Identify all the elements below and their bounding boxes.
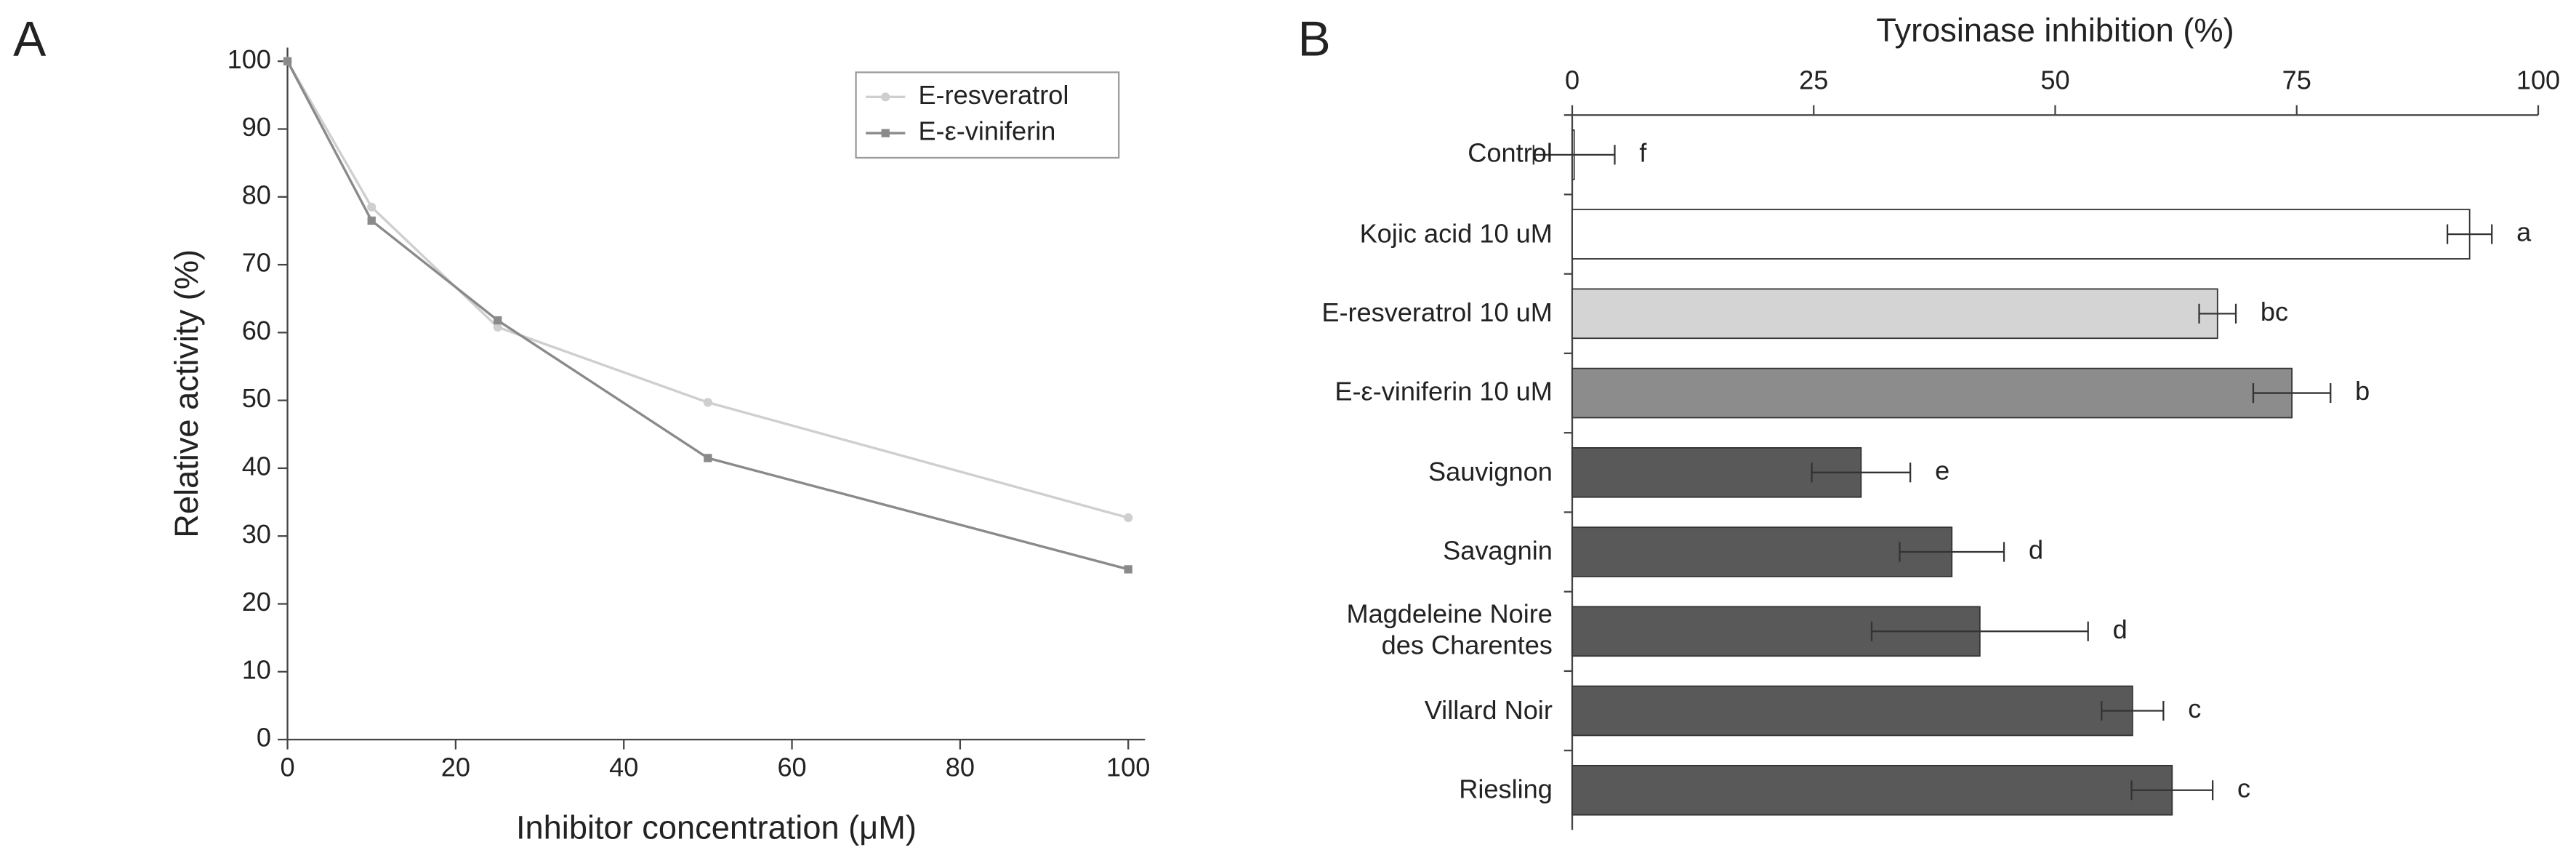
y-tick-label: 20 [242, 587, 271, 617]
y-tick-label: Villard Noir [1424, 697, 1553, 725]
panel-label: A [13, 12, 47, 67]
bar [1571, 209, 2471, 260]
marker [367, 216, 376, 225]
y-tick-label: 80 [242, 180, 271, 209]
y-tick-label: 50 [242, 383, 271, 413]
bar [1571, 526, 1953, 577]
annotation: d [2029, 535, 2043, 565]
x-tick-label: 75 [2282, 65, 2311, 95]
marker [704, 454, 712, 462]
y-tick-label: Savagnin [1443, 537, 1553, 566]
legend-label: E-ε-viniferin [918, 116, 1055, 146]
y-tick-label: 0 [257, 723, 271, 753]
x-axis-title: Inhibitor concentration (μM) [516, 809, 917, 846]
y-tick-label: 30 [242, 519, 271, 549]
y-tick-label: 100 [228, 44, 271, 74]
bar [1571, 685, 2133, 737]
annotation: d [2113, 614, 2128, 644]
y-tick-label: 90 [242, 112, 271, 142]
x-axis-title: Tyrosinase inhibition (%) [1876, 12, 2234, 49]
marker [494, 316, 502, 325]
y-tick-label: E-ε-viniferin 10 uM [1335, 379, 1553, 407]
x-tick-label: 0 [280, 752, 294, 782]
legend-marker [881, 92, 890, 102]
legend-box [855, 71, 1120, 159]
annotation: c [2237, 773, 2250, 803]
legend-marker [881, 129, 890, 137]
marker [493, 322, 502, 332]
y-tick-label: Magdeleine Noire des Charentes [1346, 601, 1553, 661]
x-tick-label: 40 [609, 752, 638, 782]
annotation: f [1639, 137, 1647, 167]
y-tick-label: Sauvignon [1428, 458, 1553, 487]
y-tick-label: 60 [242, 316, 271, 345]
x-tick-label: 100 [2516, 65, 2560, 95]
x-tick-label: 50 [2040, 65, 2069, 95]
y-axis-title: Relative activity (%) [168, 249, 205, 538]
marker [1124, 565, 1132, 574]
annotation: b [2355, 376, 2370, 406]
x-tick-label: 60 [777, 752, 806, 782]
marker [283, 57, 292, 65]
y-tick-label: 10 [242, 654, 271, 684]
legend-label: E-resveratrol [918, 80, 1068, 110]
y-tick-label: Control [1468, 140, 1553, 169]
x-tick-label: 25 [1799, 65, 1828, 95]
bar [1571, 764, 2173, 816]
x-tick-label: 80 [946, 752, 975, 782]
y-tick-label: 70 [242, 248, 271, 278]
y-tick-label: Kojic acid 10 uM [1359, 220, 1553, 249]
bar [1571, 288, 2218, 340]
marker [1124, 513, 1133, 523]
y-tick-label: E-resveratrol 10 uM [1321, 300, 1553, 328]
bar [1571, 367, 2293, 419]
annotation: bc [2261, 297, 2288, 326]
x-tick-label: 0 [1565, 65, 1579, 95]
annotation: e [1935, 455, 1949, 485]
annotation: c [2188, 694, 2201, 723]
x-tick-label: 100 [1106, 752, 1150, 782]
annotation: a [2516, 217, 2532, 247]
marker [367, 202, 377, 212]
y-tick-label: Riesling [1459, 776, 1553, 804]
x-tick-label: 20 [441, 752, 470, 782]
marker [703, 398, 712, 407]
y-tick-label: 40 [242, 451, 271, 481]
panel-label: B [1298, 12, 1331, 67]
